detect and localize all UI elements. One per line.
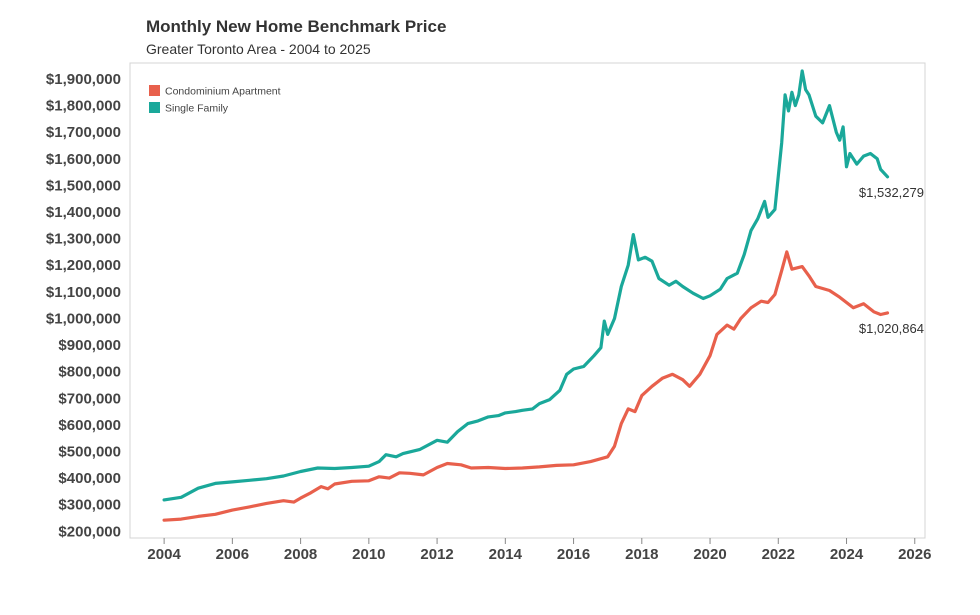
x-axis: 2004 2006 2008 2010 2012 2014 2016 2018 2020 2022… (147, 538, 931, 563)
plot-frame (129, 62, 926, 539)
x-tick-label: 2018 (625, 546, 658, 563)
y-tick-label: $1,900,000 (46, 71, 121, 88)
y-tick-label: $1,200,000 (46, 257, 121, 274)
series-lines (162, 69, 890, 522)
y-tick-label: $1,600,000 (46, 151, 121, 168)
legend-label: Single Family (165, 103, 229, 115)
x-tick-label: 2004 (147, 546, 181, 563)
legend-swatch (149, 85, 160, 96)
y-tick-label: $1,700,000 (46, 124, 121, 141)
y-tick-label: $300,000 (58, 497, 121, 514)
y-tick-label: $1,400,000 (46, 204, 121, 221)
y-tick-label: $200,000 (58, 523, 121, 540)
series-line-condominium-apartment (162, 250, 890, 522)
y-tick-label: $600,000 (58, 417, 121, 434)
y-tick-label: $700,000 (58, 390, 121, 407)
x-tick-label: 2006 (216, 546, 249, 563)
y-tick-label: $500,000 (58, 444, 121, 461)
y-axis: $200,000 $300,000 $400,000 $500,000 $600,000… (46, 71, 121, 540)
y-tick-label: $1,300,000 (46, 231, 121, 248)
y-tick-label: $900,000 (58, 337, 121, 354)
x-tick-label: 2008 (284, 546, 317, 563)
x-tick-label: 2014 (489, 546, 523, 563)
x-tick-label: 2016 (557, 546, 590, 563)
series-end-label: $1,020,864 (859, 321, 924, 336)
chart-subtitle: Greater Toronto Area - 2004 to 2025 (146, 41, 371, 57)
x-tick-label: 2022 (762, 546, 795, 563)
x-tick-label: 2012 (420, 546, 453, 563)
series-line-single-family (162, 69, 890, 502)
legend: Condominium Apartment Single Family (149, 85, 281, 115)
y-tick-label: $1,500,000 (46, 177, 121, 194)
legend-label: Condominium Apartment (165, 86, 281, 98)
x-tick-label: 2010 (352, 546, 385, 563)
y-tick-label: $1,100,000 (46, 284, 121, 301)
x-tick-label: 2020 (693, 546, 726, 563)
series-end-label: $1,532,279 (859, 185, 924, 200)
chart-title: Monthly New Home Benchmark Price (146, 17, 447, 36)
y-tick-label: $1,000,000 (46, 310, 121, 327)
y-tick-label: $1,800,000 (46, 98, 121, 115)
x-tick-label: 2024 (830, 546, 864, 563)
legend-swatch (149, 102, 160, 113)
x-tick-label: 2026 (898, 546, 931, 563)
end-labels: $1,020,864 $1,532,279 (859, 185, 924, 336)
y-tick-label: $400,000 (58, 470, 121, 487)
y-tick-label: $800,000 (58, 364, 121, 381)
